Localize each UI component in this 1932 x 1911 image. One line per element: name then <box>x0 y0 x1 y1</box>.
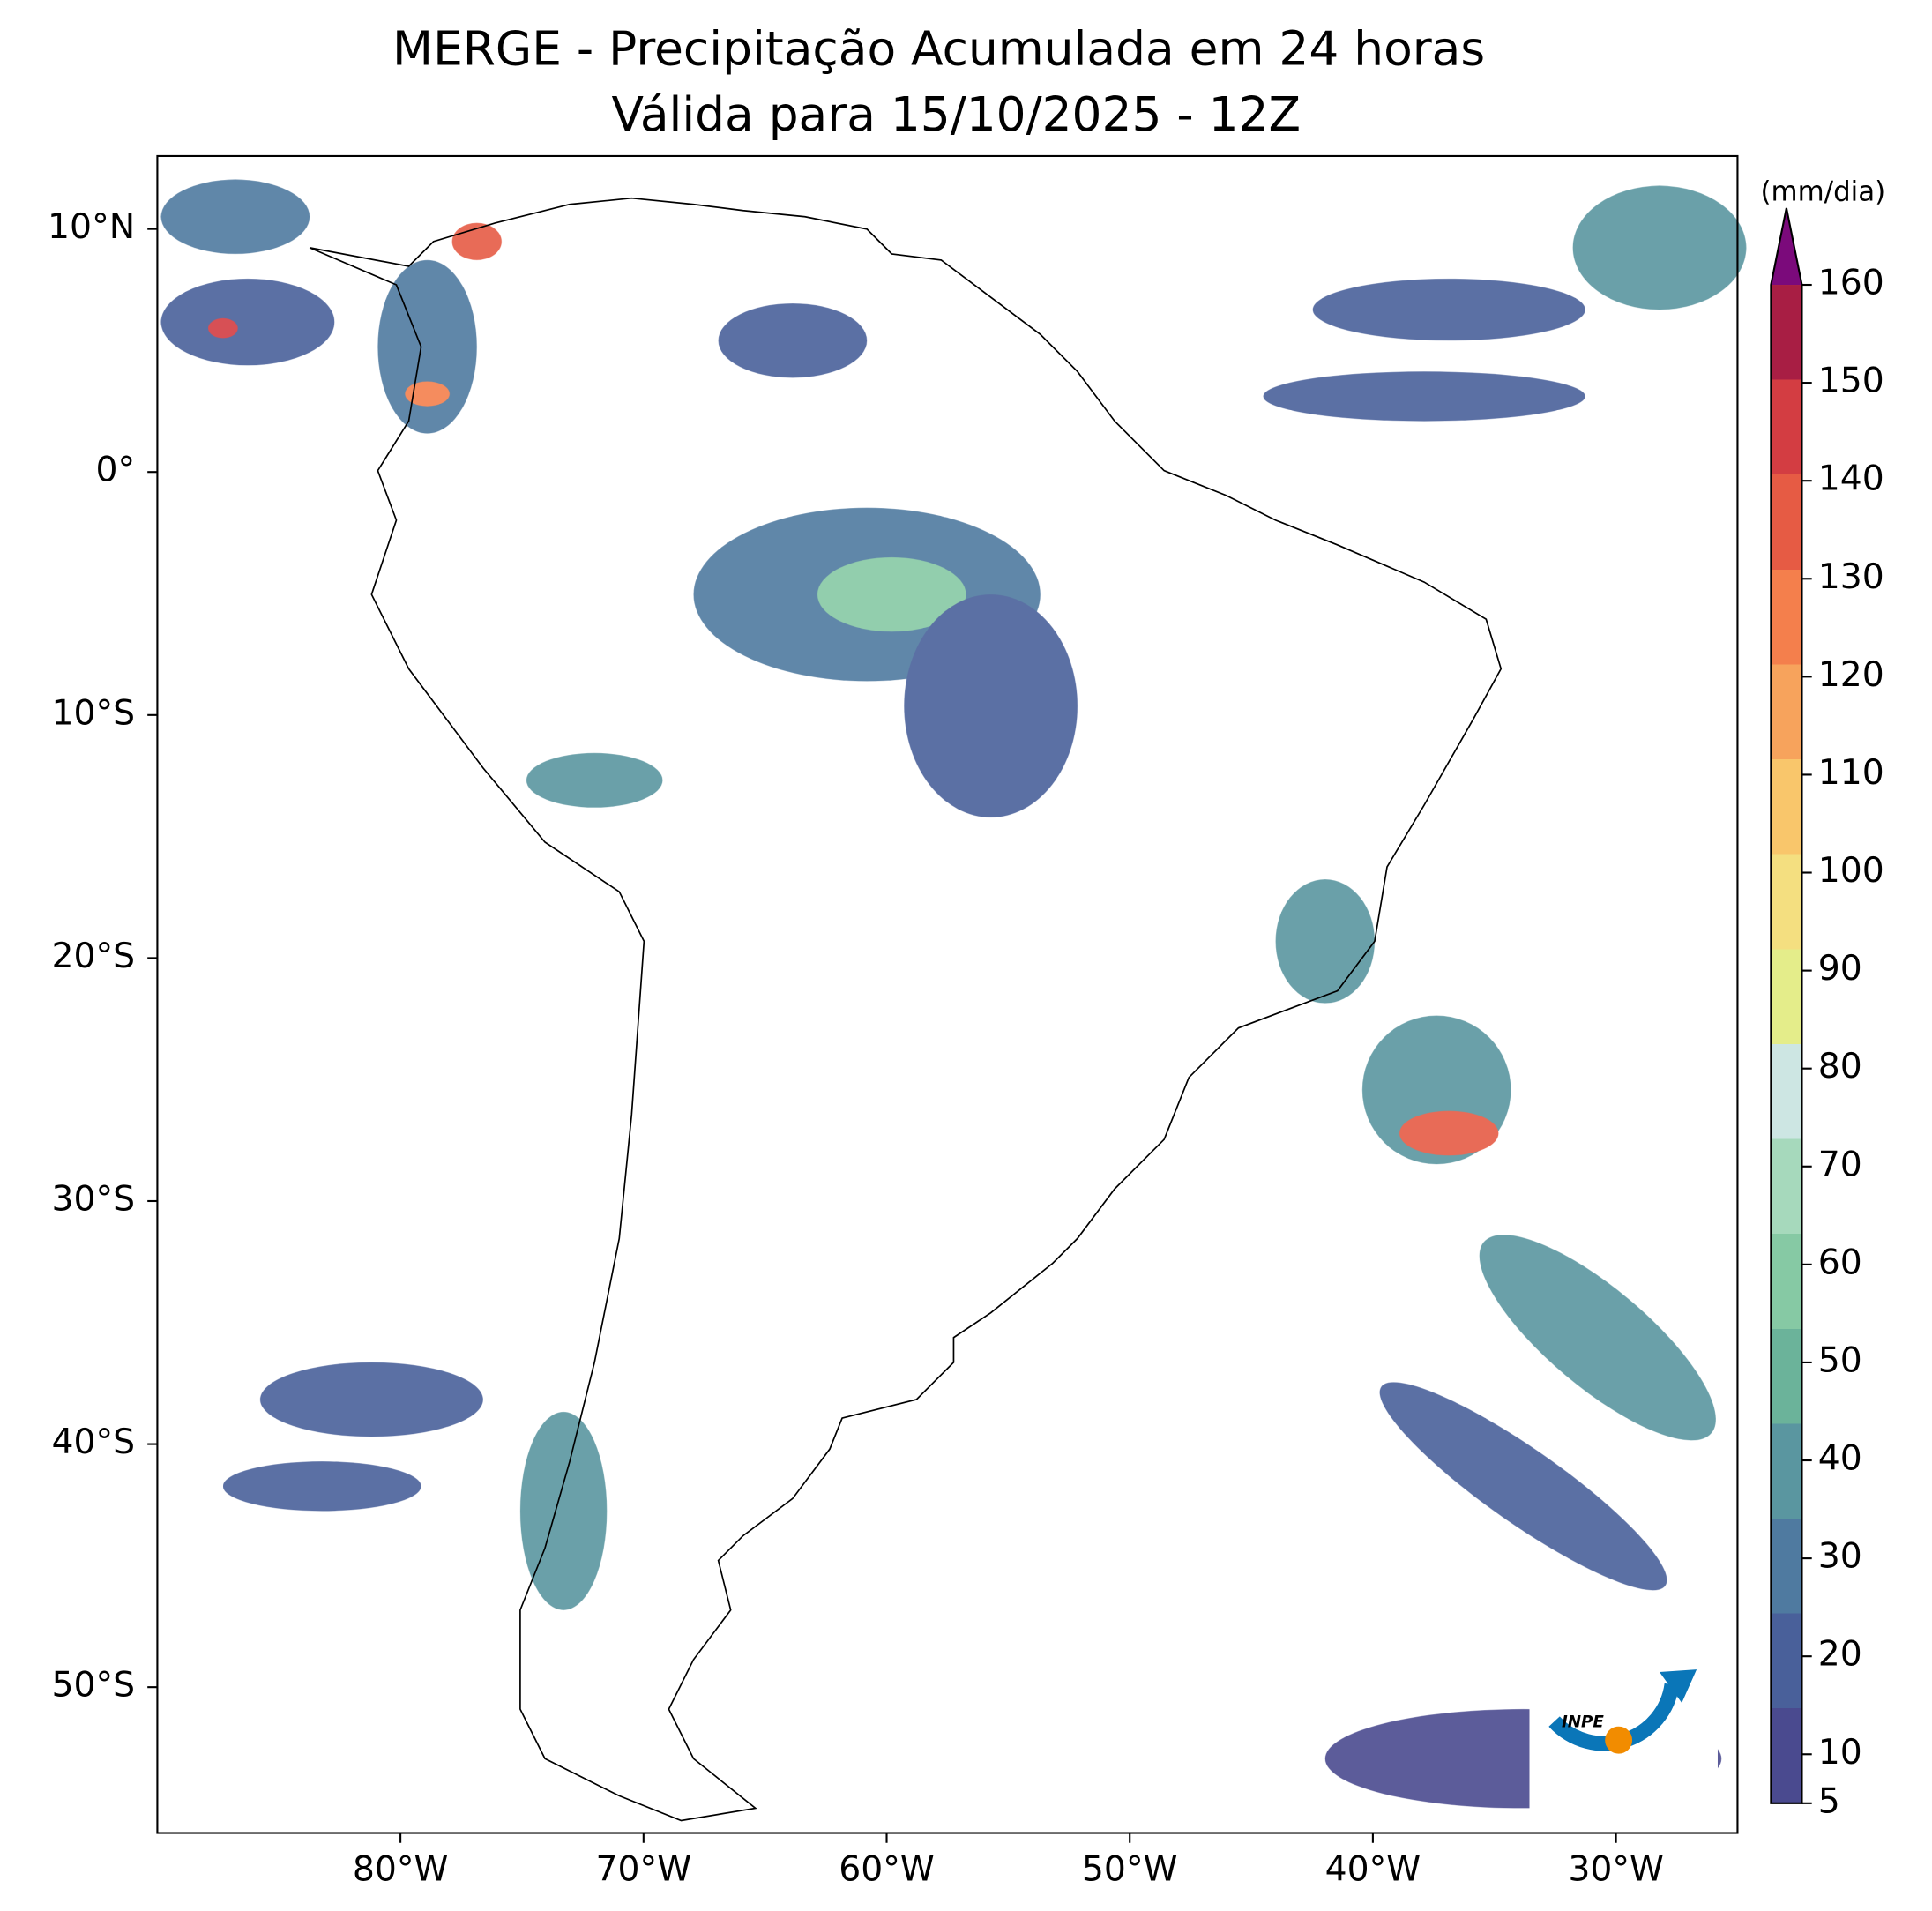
colorbar-tick-label: 100 <box>1818 851 1884 891</box>
colorbar-tick-label: 30 <box>1818 1537 1862 1577</box>
colorbar-tick-label: 120 <box>1818 655 1884 695</box>
y-tick-label: 50°S <box>52 1666 136 1706</box>
map-title: MERGE - Precipitação Acumulada em 24 hor… <box>392 21 1485 77</box>
x-tick-label: 60°W <box>839 1850 935 1890</box>
x-tick-label: 50°W <box>1082 1850 1178 1890</box>
colorbar-tick-label: 40 <box>1818 1439 1862 1479</box>
y-tick-label: 30°S <box>52 1179 136 1219</box>
colorbar-outline <box>1770 207 1803 1804</box>
colorbar-tick-label: 130 <box>1818 557 1884 597</box>
colorbar-tick-label: 60 <box>1818 1243 1862 1282</box>
colorbar-tick-label: 110 <box>1818 753 1884 793</box>
colorbar-tick-label: 10 <box>1818 1733 1862 1773</box>
logo: INPE <box>1529 1624 1718 1811</box>
colorbar-tick-label: 80 <box>1818 1047 1862 1086</box>
colorbar-extend <box>1771 207 1802 286</box>
colorbar <box>1771 285 1802 1803</box>
map-frame <box>156 154 1739 1834</box>
y-tick-label: 10°N <box>48 207 135 247</box>
y-tick-label: 10°S <box>52 693 136 733</box>
colorbar-tick-label: 140 <box>1818 459 1884 499</box>
y-tick-label: 20°S <box>52 937 136 976</box>
map-subtitle: Válida para 15/10/2025 - 12Z <box>611 86 1301 142</box>
colorbar-tick-label: 150 <box>1818 362 1884 401</box>
y-tick-label: 0° <box>95 451 135 490</box>
precipitation-field <box>160 179 1747 1809</box>
logo-text: INPE <box>1562 1713 1604 1732</box>
x-tick-label: 30°W <box>1568 1850 1664 1890</box>
colorbar-tick-label: 160 <box>1818 264 1884 303</box>
x-tick-label: 80°W <box>353 1850 449 1890</box>
colorbar-label: (mm/dia) <box>1760 176 1885 208</box>
colorbar-tick-label: 50 <box>1818 1340 1862 1380</box>
colorbar-tick-label: 90 <box>1818 949 1862 989</box>
y-tick-label: 40°S <box>52 1422 136 1462</box>
colorbar-tick-label: 20 <box>1818 1635 1862 1675</box>
x-tick-label: 40°W <box>1325 1850 1421 1890</box>
x-tick-label: 70°W <box>596 1850 692 1890</box>
colorbar-tick-label: 70 <box>1818 1145 1862 1184</box>
colorbar-tick-label: 5 <box>1818 1781 1840 1821</box>
coastline <box>309 197 1503 1822</box>
